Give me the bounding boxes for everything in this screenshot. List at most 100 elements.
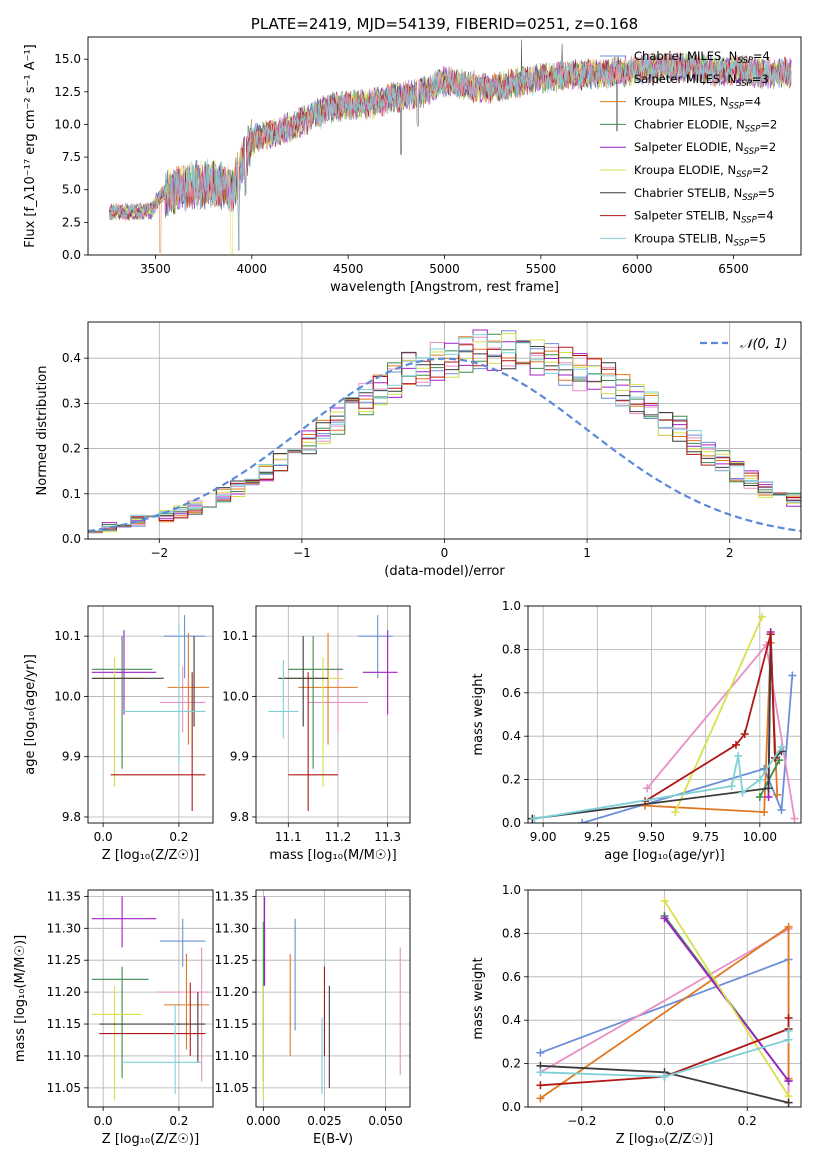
data-point-marker xyxy=(738,788,747,797)
axes-frame xyxy=(87,605,214,824)
spectrum-plot-area xyxy=(108,39,792,254)
legend-entry: Salpeter MILES, NSSP​=3 xyxy=(634,72,769,89)
x-axis-label: mass [log₁₀(M/M☉)] xyxy=(269,848,396,863)
x-axis-label: Z [log₁₀(Z/Z☉)] xyxy=(102,1132,199,1147)
x-tick-label: 0.000 xyxy=(246,1114,280,1128)
y-tick-label: 15.0 xyxy=(54,52,81,66)
data-point-marker xyxy=(764,792,773,801)
x-tick-label: 0.0 xyxy=(94,830,113,844)
y-tick-label: 0.8 xyxy=(502,926,521,940)
residuals-ticks: −2 −1 0 1 2 0.0 0.1 0.2 0.3 0.4 xyxy=(62,351,734,560)
data-point-marker xyxy=(732,740,740,749)
data-point-marker xyxy=(784,1014,793,1023)
age_vs_mass-ticks: 11.1 11.2 11.3 9.8 9.9 10.0 10.1 xyxy=(222,629,401,844)
legend-entry: Chabrier ELODIE, NSSP​=2 xyxy=(634,117,777,134)
y-tick-label: 0.4 xyxy=(502,1013,521,1027)
weight_vs_Z-ticks: −0.2 0.0 0.2 0.0 0.2 0.4 0.6 0.8 1.0 xyxy=(502,883,757,1128)
data-point-marker xyxy=(740,730,749,739)
y-tick-label: 1.0 xyxy=(502,599,521,613)
data-point-marker xyxy=(784,1035,793,1044)
histogram-series xyxy=(88,333,801,533)
spectrum-series-line xyxy=(108,52,792,251)
axes-frame xyxy=(87,36,802,256)
weight-series-line xyxy=(581,675,794,823)
x-axis-label: age [log₁₀(age/yr)] xyxy=(604,848,725,863)
x-tick-label: 10.00 xyxy=(743,830,777,844)
legend-entry: Chabrier STELIB, NSSP​=5 xyxy=(634,186,775,203)
weight_vs_Z-panel: −0.2 0.0 0.2 0.0 0.2 0.4 0.6 0.8 1.0 Z [log₁₀(Z/Z… xyxy=(471,883,802,1147)
histogram-series xyxy=(88,344,801,532)
x-tick-label: 11.3 xyxy=(374,830,401,844)
y-tick-label: 0.2 xyxy=(502,1057,521,1071)
axes-frame xyxy=(527,605,802,824)
x-tick-label: 0.2 xyxy=(169,830,188,844)
weight_vs_Z-plot-area xyxy=(536,896,793,1107)
y-axis-label: mass weight xyxy=(471,957,486,1039)
y-tick-label: 11.10 xyxy=(47,1049,81,1063)
age_vs_Z-ticks: 0.0 0.2 9.8 9.9 10.0 10.1 xyxy=(54,629,188,844)
x-tick-label: 9.50 xyxy=(638,830,665,844)
data-point-marker xyxy=(530,814,539,823)
data-point-marker xyxy=(671,808,680,817)
x-tick-label: 9.25 xyxy=(584,830,611,844)
histogram-series xyxy=(88,329,801,533)
data-point-marker xyxy=(536,1048,545,1057)
y-tick-label: 11.20 xyxy=(47,985,81,999)
y-tick-label: 9.8 xyxy=(62,810,81,824)
data-point-marker xyxy=(536,1094,545,1103)
weight-series-line xyxy=(540,958,789,1054)
x-tick-label: 0 xyxy=(441,546,449,560)
axes-frame xyxy=(255,605,411,824)
y-tick-label: 0.1 xyxy=(62,487,81,501)
y-axis-label: mass weight xyxy=(471,673,486,755)
legend-entry: Kroupa STELIB, NSSP​=5 xyxy=(634,231,766,248)
y-tick-label: 11.25 xyxy=(47,953,81,967)
mass_vs_Z-ticks: 0.0 0.2 11.05 11.10 11.15 11.20 11.25 11.30 11.3… xyxy=(47,889,189,1128)
y-tick-label: 0.6 xyxy=(502,970,521,984)
y-tick-label: 11.15 xyxy=(47,1017,81,1031)
axes-frame xyxy=(527,889,802,1108)
legend-entry: Kroupa ELODIE, NSSP​=2 xyxy=(634,163,769,180)
y-tick-label: 9.9 xyxy=(230,750,249,764)
x-tick-label: 6500 xyxy=(718,262,749,276)
y-tick-label: 11.30 xyxy=(47,921,81,935)
y-tick-label: 5.0 xyxy=(62,183,81,197)
data-point-marker xyxy=(760,808,769,817)
legend: Chabrier MILES, NSSP​=4 Salpeter MILES, N… xyxy=(600,49,777,248)
gaussian-curve xyxy=(88,357,801,533)
y-tick-label: 0.8 xyxy=(502,642,521,656)
residuals-panel: −2 −1 0 1 2 0.0 0.1 0.2 0.3 0.4 (data-model)/error… xyxy=(35,321,802,579)
legend-entry: Salpeter STELIB, NSSP​=4 xyxy=(634,209,774,226)
x-tick-label: 2 xyxy=(726,546,734,560)
data-point-marker xyxy=(660,896,669,905)
y-tick-label: 10.0 xyxy=(222,689,249,703)
y-tick-label: 0.0 xyxy=(502,1100,521,1114)
data-point-marker xyxy=(790,814,799,823)
x-tick-label: 5000 xyxy=(429,262,460,276)
y-tick-label: 0.2 xyxy=(502,773,521,787)
x-tick-label: 5500 xyxy=(526,262,557,276)
data-point-marker xyxy=(727,782,736,791)
mass_vs_ebv-panel: 0.000 0.025 0.050 11.05 11.10 11.15 11.20 11.25… xyxy=(215,889,411,1147)
y-tick-label: 11.10 xyxy=(215,1049,249,1063)
y-tick-label: 0.0 xyxy=(62,532,81,546)
y-tick-label: 11.35 xyxy=(47,889,81,903)
data-point-marker xyxy=(777,743,786,752)
histogram-series xyxy=(88,334,801,532)
x-tick-label: 0.2 xyxy=(169,1114,188,1128)
x-tick-label: 3500 xyxy=(140,262,171,276)
x-tick-label: 4500 xyxy=(333,262,364,276)
weight_vs_age-plot-area xyxy=(528,612,799,823)
legend-entry: Kroupa MILES, NSSP​=4 xyxy=(634,95,761,112)
residuals-plot-area xyxy=(88,329,801,534)
axes-frame xyxy=(87,321,802,540)
y-axis-label: mass [log₁₀(M/M☉)] xyxy=(13,935,28,1062)
y-axis-label: age [log₁₀(age/yr)] xyxy=(23,654,38,775)
x-axis-label: wavelength [Angstrom, rest frame] xyxy=(330,280,559,295)
y-tick-label: 12.5 xyxy=(54,85,81,99)
data-point-marker xyxy=(784,1076,793,1085)
spectrum-ticks: 3500 4000 4500 5000 5500 6000 6500 0.0 2.5 5.0 7.5… xyxy=(54,52,749,276)
spectrum-series-line xyxy=(108,52,792,251)
y-tick-label: 11.15 xyxy=(215,1017,249,1031)
